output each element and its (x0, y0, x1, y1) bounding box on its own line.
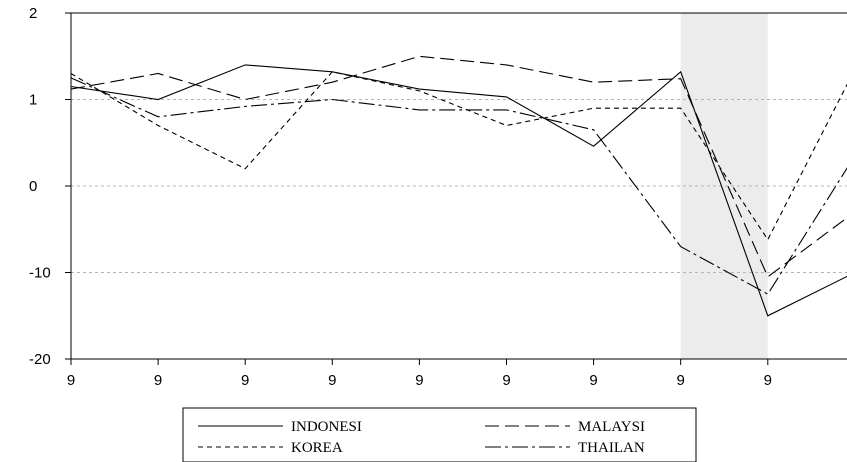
legend-label-malaysi: MALAYSI (578, 419, 645, 435)
series-line-thailan (70, 77, 847, 295)
x-tick-label: 9 (154, 372, 162, 389)
legend-box (182, 407, 697, 462)
x-tick-label: 9 (241, 372, 249, 389)
shaded-region (680, 13, 768, 359)
y-tick-label: 2 (29, 5, 37, 22)
x-tick-label: 9 (677, 372, 685, 389)
legend-label-korea: KOREA (291, 440, 343, 456)
axes: 210-10-209999999999 (29, 5, 847, 389)
y-tick-label: 1 (29, 92, 37, 109)
x-tick-label: 9 (67, 372, 75, 389)
series-line-korea (70, 71, 847, 241)
x-tick-label: 9 (502, 372, 510, 389)
legend-label-thailan: THAILAN (578, 440, 645, 456)
x-tick-label: 9 (764, 372, 772, 389)
y-tick-label: 0 (29, 178, 37, 195)
x-tick-label: 9 (328, 372, 336, 389)
y-tick-label: -20 (29, 351, 51, 368)
series-line-malaysi (70, 55, 847, 278)
series-line-indonesi (70, 64, 847, 317)
x-tick-label: 9 (415, 372, 423, 389)
shaded-period (680, 13, 768, 359)
legend: INDONESI MALAYSI KOREA THAILAN (182, 407, 697, 462)
x-tick-label: 9 (589, 372, 597, 389)
series-lines (70, 55, 847, 317)
legend-label-indonesi: INDONESI (291, 419, 362, 435)
y-tick-label: -10 (29, 265, 51, 282)
